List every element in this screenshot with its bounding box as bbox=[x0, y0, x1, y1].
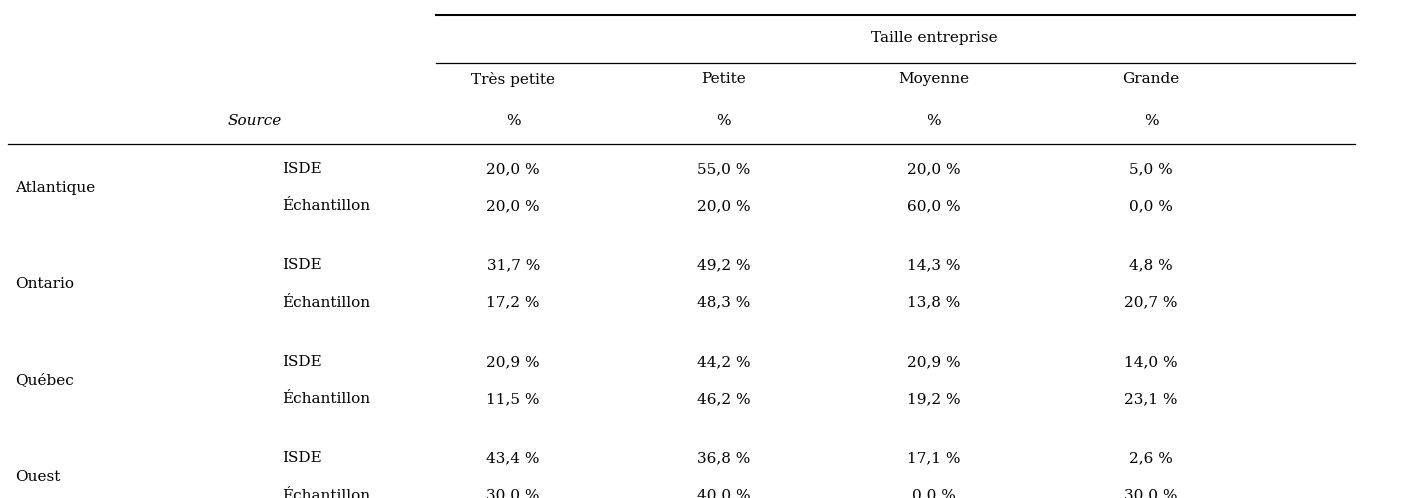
Text: 13,8 %: 13,8 % bbox=[908, 296, 961, 310]
Text: 36,8 %: 36,8 % bbox=[697, 452, 750, 466]
Text: 20,0 %: 20,0 % bbox=[908, 162, 961, 176]
Text: 14,3 %: 14,3 % bbox=[908, 258, 961, 272]
Text: %: % bbox=[506, 114, 520, 128]
Text: 48,3 %: 48,3 % bbox=[697, 296, 750, 310]
Text: 20,0 %: 20,0 % bbox=[486, 199, 540, 213]
Text: Échantillon: Échantillon bbox=[282, 392, 370, 406]
Text: 23,1 %: 23,1 % bbox=[1124, 392, 1177, 406]
Text: 60,0 %: 60,0 % bbox=[908, 199, 961, 213]
Text: 30,0 %: 30,0 % bbox=[486, 489, 540, 498]
Text: ISDE: ISDE bbox=[282, 452, 322, 466]
Text: Moyenne: Moyenne bbox=[898, 72, 969, 86]
Text: Atlantique: Atlantique bbox=[15, 181, 96, 195]
Text: ISDE: ISDE bbox=[282, 258, 322, 272]
Text: Ouest: Ouest bbox=[15, 470, 60, 484]
Text: 0,0 %: 0,0 % bbox=[1130, 199, 1173, 213]
Text: 2,6 %: 2,6 % bbox=[1130, 452, 1173, 466]
Text: 20,7 %: 20,7 % bbox=[1124, 296, 1177, 310]
Text: %: % bbox=[1144, 114, 1159, 128]
Text: Très petite: Très petite bbox=[471, 72, 555, 87]
Text: 44,2 %: 44,2 % bbox=[697, 355, 750, 369]
Text: ISDE: ISDE bbox=[282, 355, 322, 369]
Text: 11,5 %: 11,5 % bbox=[486, 392, 540, 406]
Text: Source: Source bbox=[228, 114, 282, 128]
Text: 31,7 %: 31,7 % bbox=[486, 258, 540, 272]
Text: 5,0 %: 5,0 % bbox=[1130, 162, 1173, 176]
Text: %: % bbox=[717, 114, 731, 128]
Text: 30,0 %: 30,0 % bbox=[1124, 489, 1177, 498]
Text: 19,2 %: 19,2 % bbox=[908, 392, 961, 406]
Text: 20,0 %: 20,0 % bbox=[486, 162, 540, 176]
Text: 20,9 %: 20,9 % bbox=[908, 355, 961, 369]
Text: 43,4 %: 43,4 % bbox=[486, 452, 540, 466]
Text: 49,2 %: 49,2 % bbox=[697, 258, 750, 272]
Text: 17,2 %: 17,2 % bbox=[486, 296, 540, 310]
Text: ISDE: ISDE bbox=[282, 162, 322, 176]
Text: Échantillon: Échantillon bbox=[282, 199, 370, 213]
Text: Petite: Petite bbox=[701, 72, 746, 86]
Text: Échantillon: Échantillon bbox=[282, 296, 370, 310]
Text: Taille entreprise: Taille entreprise bbox=[871, 31, 998, 45]
Text: 0,0 %: 0,0 % bbox=[912, 489, 955, 498]
Text: 20,9 %: 20,9 % bbox=[486, 355, 540, 369]
Text: 20,0 %: 20,0 % bbox=[697, 199, 750, 213]
Text: 14,0 %: 14,0 % bbox=[1124, 355, 1177, 369]
Text: 4,8 %: 4,8 % bbox=[1130, 258, 1173, 272]
Text: Échantillon: Échantillon bbox=[282, 489, 370, 498]
Text: 17,1 %: 17,1 % bbox=[908, 452, 961, 466]
Text: Ontario: Ontario bbox=[15, 277, 74, 291]
Text: 40,0 %: 40,0 % bbox=[697, 489, 750, 498]
Text: Québec: Québec bbox=[15, 374, 74, 387]
Text: Grande: Grande bbox=[1123, 72, 1180, 86]
Text: %: % bbox=[926, 114, 941, 128]
Text: 55,0 %: 55,0 % bbox=[697, 162, 750, 176]
Text: 46,2 %: 46,2 % bbox=[697, 392, 750, 406]
